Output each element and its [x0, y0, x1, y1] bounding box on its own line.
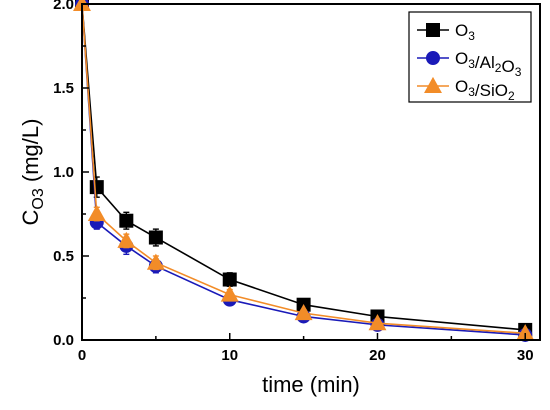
data-point [89, 180, 104, 195]
data-point [148, 230, 163, 245]
y-tick-label: 2.0 [53, 0, 74, 13]
legend-marker [426, 51, 440, 65]
data-point [222, 272, 237, 287]
x-tick-label: 20 [369, 347, 386, 364]
y-axis-title-unit: (mg/L) [18, 119, 43, 189]
legend-marker [426, 23, 440, 37]
x-axis-title: time (min) [262, 372, 360, 397]
data-point [119, 213, 134, 228]
legend-label: O3 [455, 21, 475, 43]
y-tick-label: 0.0 [53, 332, 74, 349]
legend-label: O3/SiO2 [455, 77, 515, 103]
data-point [87, 204, 106, 221]
legend-marker [424, 76, 442, 93]
legend-label: O3/Al2O3 [455, 49, 522, 79]
data-point [146, 253, 165, 270]
y-tick-label: 1.0 [53, 164, 74, 181]
y-tick-label: 1.5 [53, 80, 74, 97]
y-axis-title: CO3 (mg/L) [18, 119, 47, 226]
data-point [117, 231, 136, 248]
data-point [220, 285, 239, 302]
x-tick-label: 10 [221, 347, 238, 364]
data-point [294, 303, 313, 321]
x-tick-label: 0 [78, 347, 86, 364]
y-axis-title-symbol: C [18, 209, 43, 225]
x-tick-label: 30 [517, 347, 534, 364]
axes: 0 10 20 30 0.0 0.5 1.0 1.5 2.0 [53, 0, 541, 364]
y-axis-title-subscript: O3 [30, 188, 47, 209]
data-point [368, 314, 387, 331]
y-tick-label: 0.5 [53, 248, 74, 265]
series-2 [73, 0, 535, 341]
